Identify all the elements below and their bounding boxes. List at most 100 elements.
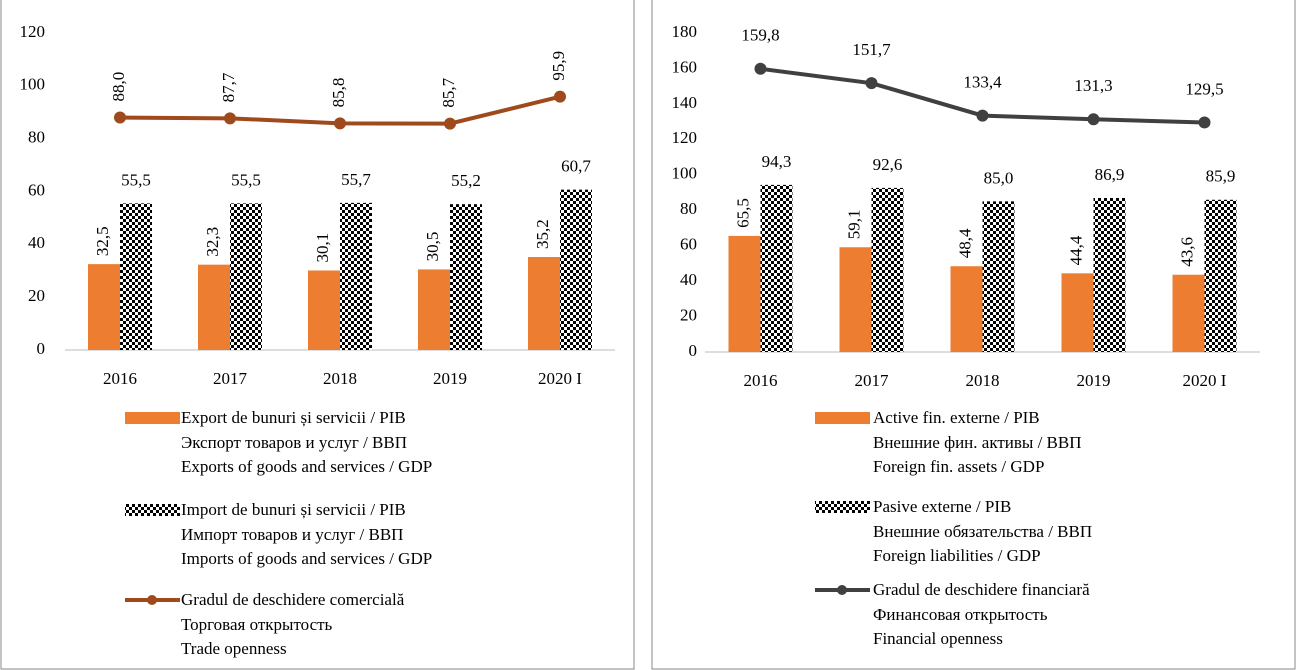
data-label: 30,1 <box>313 233 332 263</box>
data-label: 88,0 <box>109 72 128 102</box>
legend-entry: Pasive externe / PIB Внешние обязательст… <box>873 497 1093 565</box>
panel-border <box>651 0 1296 670</box>
data-label: 35,2 <box>533 219 552 249</box>
data-label: 86,9 <box>1095 165 1125 184</box>
data-label: 30,5 <box>423 232 442 262</box>
x-tick-label: 2019 <box>433 369 467 388</box>
bar <box>418 269 450 350</box>
y-tick-label: 40 <box>28 233 45 252</box>
y-tick-label: 100 <box>672 164 698 183</box>
data-label: 133,4 <box>963 72 1002 91</box>
legend-swatch <box>815 412 870 424</box>
line-marker <box>1198 116 1211 129</box>
data-label: 94,3 <box>762 152 792 171</box>
y-tick-label: 20 <box>28 286 45 305</box>
y-tick-label: 80 <box>680 199 697 218</box>
data-label: 32,5 <box>93 226 112 256</box>
data-label: 43,6 <box>1177 237 1196 267</box>
data-label: 85,8 <box>329 78 348 108</box>
legend-swatch <box>125 504 180 516</box>
x-tick-label: 2016 <box>744 371 778 390</box>
data-label: 55,7 <box>341 170 371 189</box>
panel-border <box>0 0 635 670</box>
data-label: 60,7 <box>561 157 591 176</box>
x-tick-label: 2017 <box>855 371 890 390</box>
legend-swatch <box>125 412 180 424</box>
x-tick-label: 2019 <box>1077 371 1111 390</box>
data-label: 32,3 <box>203 227 222 257</box>
data-label: 131,3 <box>1074 76 1112 95</box>
legend-swatch <box>837 585 847 595</box>
y-tick-label: 0 <box>689 341 698 360</box>
x-tick-label: 2020 I <box>538 369 582 388</box>
bar <box>450 204 482 350</box>
x-tick-label: 2017 <box>213 369 248 388</box>
data-label: 159,8 <box>741 26 779 45</box>
y-tick-label: 120 <box>672 128 698 147</box>
y-tick-label: 40 <box>680 270 697 289</box>
legend-entry: Import de bunuri și servicii / PIB Импор… <box>181 500 433 568</box>
y-tick-label: 0 <box>37 339 46 358</box>
data-label: 59,1 <box>844 210 863 240</box>
data-label: 95,9 <box>549 51 568 81</box>
data-label: 65,5 <box>733 198 752 228</box>
line-marker <box>754 62 767 75</box>
bar <box>1204 199 1237 352</box>
y-tick-label: 60 <box>28 180 45 199</box>
data-label: 48,4 <box>955 228 974 258</box>
bar <box>871 187 904 352</box>
line-marker <box>976 109 989 122</box>
legend-swatch <box>147 595 157 605</box>
y-tick-label: 140 <box>672 93 698 112</box>
line-marker <box>554 90 566 103</box>
line-marker <box>865 77 878 90</box>
data-label: 55,5 <box>231 170 261 189</box>
line-marker <box>224 112 236 125</box>
line-marker <box>444 117 456 130</box>
x-tick-label: 2016 <box>103 369 137 388</box>
data-label: 55,2 <box>451 171 481 190</box>
y-tick-label: 180 <box>672 22 698 41</box>
legend-swatch <box>815 501 870 513</box>
y-tick-label: 20 <box>680 305 697 324</box>
y-tick-label: 160 <box>672 57 698 76</box>
y-tick-label: 100 <box>20 75 46 94</box>
bar <box>120 203 152 350</box>
bar <box>340 202 372 350</box>
data-label: 129,5 <box>1185 79 1223 98</box>
line-marker <box>1087 113 1100 126</box>
line-marker <box>334 117 346 130</box>
bar <box>950 266 983 352</box>
bar <box>198 264 230 350</box>
data-label: 87,7 <box>219 72 238 102</box>
data-label: 85,9 <box>1206 167 1236 186</box>
line-marker <box>114 111 126 124</box>
y-tick-label: 60 <box>680 235 697 254</box>
y-tick-label: 80 <box>28 128 45 147</box>
legend-entry: Export de bunuri și servicii / PIB Экспо… <box>181 408 433 476</box>
x-tick-label: 2018 <box>966 371 1000 390</box>
data-label: 44,4 <box>1066 235 1085 265</box>
bar <box>728 235 761 352</box>
legend-entry: Gradul de deschidere financiară Финансов… <box>873 580 1090 648</box>
bar <box>308 270 340 350</box>
legend-entry: Active fin. externe / PIB Внешние фин. а… <box>873 408 1082 476</box>
y-tick-label: 120 <box>20 22 46 41</box>
x-tick-label: 2018 <box>323 369 357 388</box>
data-label: 92,6 <box>873 155 903 174</box>
bar <box>839 247 872 352</box>
bar <box>230 203 262 350</box>
bar <box>1061 273 1094 352</box>
legend-entry: Gradul de deschidere comercială Торговая… <box>181 590 405 658</box>
bar <box>982 201 1015 352</box>
x-tick-label: 2020 I <box>1183 371 1227 390</box>
bar <box>1172 274 1205 352</box>
bar <box>528 257 560 350</box>
bar <box>1093 197 1126 352</box>
data-label: 55,5 <box>121 170 151 189</box>
bar <box>760 184 793 352</box>
data-label: 85,7 <box>439 77 458 107</box>
data-label: 85,0 <box>984 168 1014 187</box>
